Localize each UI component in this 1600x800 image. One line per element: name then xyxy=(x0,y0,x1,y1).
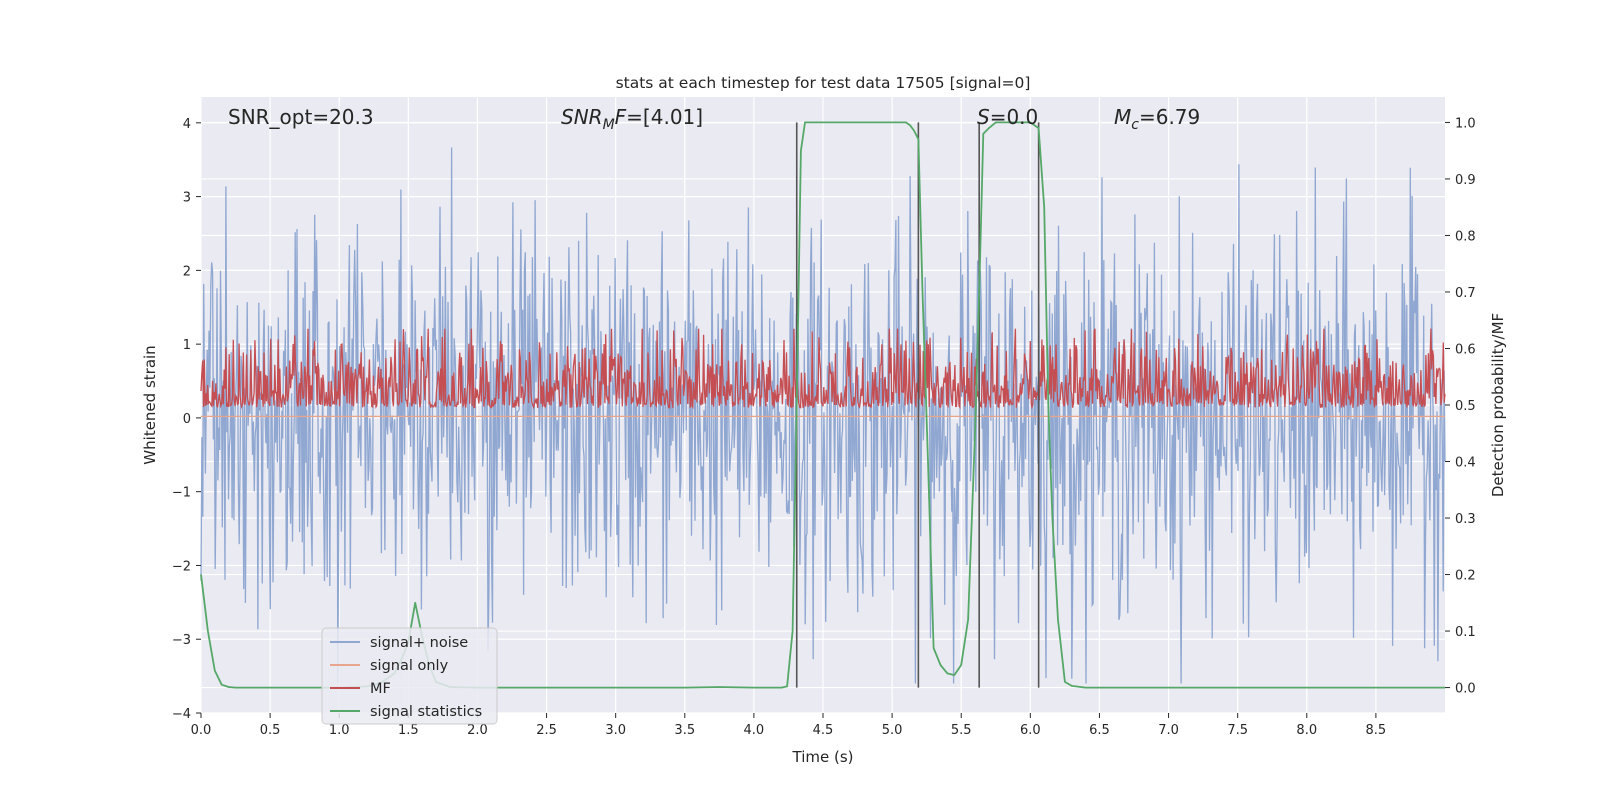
legend-label: signal+ noise xyxy=(370,635,468,651)
y-axis-label-right: Detection probability/MF xyxy=(1489,313,1507,497)
x-tick-label: 6.0 xyxy=(1020,723,1041,738)
x-tick-label: 3.5 xyxy=(674,723,695,738)
annotations: SNR_opt=20.3 SNRMF=[4.01] S=0.0 Mc=6.79 xyxy=(228,105,1200,133)
x-tick-label: 8.5 xyxy=(1366,723,1387,738)
x-tick-label: 7.5 xyxy=(1227,723,1248,738)
legend: signal+ noise signal only MF signal statist… xyxy=(321,627,498,725)
x-tick-label: 4.0 xyxy=(744,723,765,738)
x-tick-label: 3.0 xyxy=(605,723,626,738)
chart-title: stats at each timestep for test data 175… xyxy=(616,74,1031,92)
y-tick-label-left: −3 xyxy=(172,633,191,648)
y-tick-label-left: 0 xyxy=(183,412,191,427)
legend-label: signal statistics xyxy=(370,704,482,720)
legend-label: signal only xyxy=(370,658,449,674)
y-tick-label-left: 4 xyxy=(183,117,191,132)
y-tick-label-right: 1.0 xyxy=(1455,116,1476,131)
y-tick-label-left: 1 xyxy=(183,338,191,353)
annotation-text: SNRMF=[4.01] xyxy=(561,105,703,133)
y-tick-label-right: 0.2 xyxy=(1455,569,1476,584)
y-tick-label-right: 0.9 xyxy=(1455,173,1476,188)
annotation-text: S=0.0 xyxy=(977,105,1038,129)
x-tick-label: 0.5 xyxy=(260,723,281,738)
legend-label: MF xyxy=(370,681,391,697)
mf-line xyxy=(200,328,1446,410)
y-tick-label-right: 0.7 xyxy=(1455,286,1476,301)
x-tick-label: 5.5 xyxy=(951,723,972,738)
x-axis-label: Time (s) xyxy=(792,748,854,766)
x-tick-label: 6.5 xyxy=(1089,723,1110,738)
x-tick-label: 1.0 xyxy=(329,723,350,738)
ticks: 0.0 0.5 1.0 1.5 2.0 2.5 3.0 3.5 4.0 4.5 5.0 5.5 6.0 6… xyxy=(172,116,1476,738)
y-tick-label-right: 0.3 xyxy=(1455,512,1476,527)
annotation-text: SNR_opt=20.3 xyxy=(228,105,374,129)
x-tick-label: 1.5 xyxy=(398,723,419,738)
y-tick-label-right: 0.0 xyxy=(1455,682,1476,697)
x-tick-label: 4.5 xyxy=(813,723,834,738)
x-tick-label: 2.5 xyxy=(536,723,557,738)
y-tick-label-left: 2 xyxy=(183,264,191,279)
x-tick-label: 2.0 xyxy=(467,723,488,738)
annotation-text: Mc=6.79 xyxy=(1114,105,1200,133)
mf-series xyxy=(200,328,1446,410)
noise-line xyxy=(200,147,1446,684)
legend-box xyxy=(321,627,498,725)
y-tick-label-right: 0.5 xyxy=(1455,399,1476,414)
y-tick-label-left: −1 xyxy=(172,486,191,501)
x-tick-label: 0.0 xyxy=(191,723,212,738)
y-tick-label-right: 0.8 xyxy=(1455,229,1476,244)
y-tick-label-left: −2 xyxy=(172,559,191,574)
y-tick-label-left: −4 xyxy=(172,707,191,722)
x-tick-label: 5.0 xyxy=(882,723,903,738)
y-tick-label-right: 0.4 xyxy=(1455,456,1476,471)
x-tick-label: 7.0 xyxy=(1158,723,1179,738)
noise-series xyxy=(200,147,1446,684)
x-tick-label: 8.0 xyxy=(1296,723,1317,738)
y-axis-label-left: Whitened strain xyxy=(141,345,159,464)
y-tick-label-right: 0.6 xyxy=(1455,342,1476,357)
y-tick-label-left: 3 xyxy=(183,191,191,206)
y-tick-label-right: 0.1 xyxy=(1455,625,1476,640)
